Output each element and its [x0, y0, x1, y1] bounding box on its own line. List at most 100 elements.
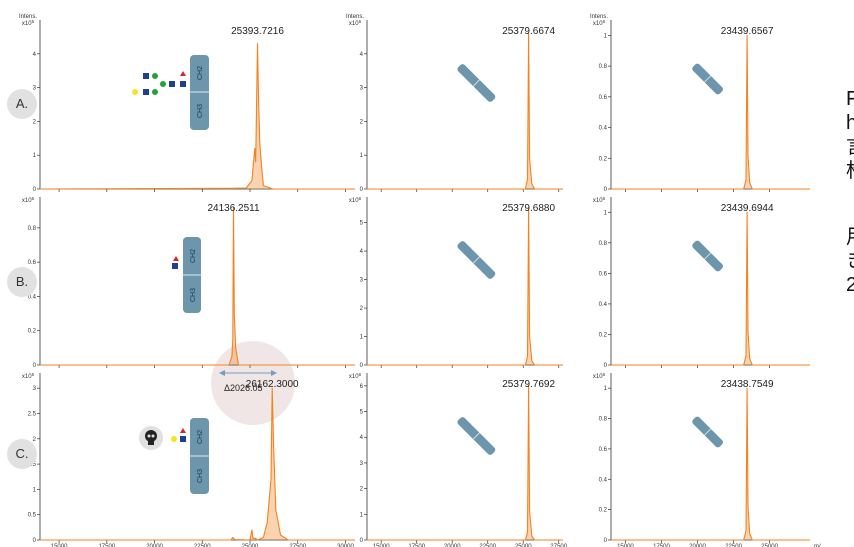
antibody-domain-icon-a: CH2 CH3	[190, 55, 209, 130]
chart-b1-peak-label: 24136.2511	[207, 203, 260, 214]
chart-a3-y-exponent: x106	[593, 19, 606, 27]
chart-c2-x-tick-label-0: 15000	[373, 544, 390, 547]
chart-c3-y-tick-label-2: 0.4	[599, 477, 608, 483]
chart-c1-y-tick-label-0: 0	[33, 538, 37, 544]
chart-c1-y-tick-label-2: 1	[33, 487, 37, 493]
row-label-c-bg	[7, 439, 37, 469]
chart-c2-x-tick-label-1: 17500	[408, 544, 425, 547]
antibody-domain-icon-b: CH2 CH3	[183, 237, 201, 313]
chart-b3-series-0	[611, 211, 810, 366]
chart-c3-x-tick-label-0: 15000	[617, 544, 634, 547]
chart-c1-x-tick-label-0: 15000	[51, 544, 68, 547]
chart-c1-y-tick-label-3: 1.5	[28, 462, 37, 468]
chart-a3-y-tick-label-4: 0.8	[599, 64, 608, 70]
chart-c2-y-exponent: x106	[349, 372, 362, 380]
chart-c2-y-tick-label-3: 3	[360, 461, 364, 467]
chart-a3-series-fill-0	[611, 35, 810, 190]
chart-a3-y-tick-label-0: 0	[604, 187, 608, 193]
chart-c3-x-tick-label-3: 22500	[725, 544, 742, 547]
chart-c1-x-tick-label-4: 25000	[242, 544, 259, 547]
glycan-structure-icon-b	[172, 256, 179, 269]
chart-c1-x-tick-label-1: 17500	[98, 544, 115, 547]
chart-c1-x-tick-label-3: 22500	[194, 544, 211, 547]
chart-c2-antibody-domain-icon	[457, 417, 496, 455]
chart-c3-x-unit: m/	[814, 544, 821, 547]
chart-a3-y-tick-label-3: 0.6	[599, 95, 608, 101]
row-label-b: B.	[16, 274, 28, 289]
domain-label-ch3-a: CH3	[197, 104, 204, 118]
chart-a2-antibody-domain-icon	[457, 64, 496, 102]
chart-a1-y-label: Intens.	[19, 14, 37, 20]
chart-c3-x-tick-label-2: 20000	[689, 544, 706, 547]
chart-a3-y-tick-label-2: 0.4	[599, 126, 608, 132]
chart-a3-y-label: Intens.	[590, 14, 608, 20]
chart-c3-x-tick-label-4: 25000	[761, 544, 778, 547]
chart-b3-y-tick-label-4: 0.8	[599, 241, 608, 247]
chart-b1-y-tick-label-2: 0.4	[28, 294, 37, 300]
chart-c2-y-tick-label-2: 2	[360, 487, 364, 493]
chart-b2-y-tick-label-2: 2	[360, 306, 364, 312]
chart-c1-series-0	[40, 387, 355, 541]
chart-c2-x-tick-label-5: 27500	[550, 544, 567, 547]
chart-b3-peak-label: 23439.6944	[721, 203, 774, 214]
chart-c3-y-tick-label-1: 0.2	[599, 508, 608, 514]
antibody-domain-icon-c: CH2 CH3	[190, 418, 209, 494]
chart-c3-antibody-domain-icon	[692, 416, 723, 448]
chart-b2-antibody-domain-icon	[457, 241, 496, 279]
chart-c2-x-tick-label-2: 20000	[444, 544, 461, 547]
chart-b2-y-tick-label-4: 4	[360, 249, 364, 255]
chart-c3-x-tick-label-1: 17500	[653, 544, 670, 547]
side-text-4: 用	[846, 226, 854, 248]
chart-c1-x-tick-label-6: 30000	[337, 544, 354, 547]
chart-b1-y-tick-label-4: 0.8	[28, 226, 37, 232]
domain-label-ch3-b: CH3	[190, 288, 197, 302]
chart-c1-y-exponent: x105	[22, 372, 35, 380]
chart-c3-series-fill-0	[611, 388, 810, 540]
domain-label-ch2-b: CH2	[190, 249, 197, 263]
chart-c3-series-0	[611, 387, 810, 541]
chart-c3-y-tick-label-0: 0	[604, 538, 608, 544]
chart-a1-y-tick-label-3: 3	[33, 86, 37, 92]
row-label-c: C.	[16, 446, 29, 461]
domain-label-ch2-c: CH2	[197, 430, 204, 444]
chart-c1-peak-label: 26162.3000	[246, 379, 299, 390]
chart-a2-peak-label: 25379.6674	[502, 26, 555, 37]
side-text: F h 言 柞 用 き 2	[846, 88, 854, 296]
chart-b2-peak-label: 25379.6880	[502, 203, 555, 214]
chart-b2-y-tick-label-5: 5	[360, 221, 364, 227]
chart-b3-y-tick-label-3: 0.6	[599, 271, 608, 277]
chart-b2-y-tick-label-0: 0	[360, 363, 364, 369]
chart-c2-series-0	[367, 385, 563, 541]
chart-a2-series-0	[367, 32, 563, 190]
chart-c3-y-tick-label-3: 0.6	[599, 447, 608, 453]
skull-icon	[139, 426, 163, 450]
chart-c1-x-tick-label-2: 20000	[146, 544, 163, 547]
chart-c2-x-tick-label-4: 25000	[515, 544, 532, 547]
chart-a2-y-exponent: x106	[349, 19, 362, 27]
chart-b3-series-fill-0	[611, 212, 810, 365]
chart-c2-x-tick-label-3: 22500	[479, 544, 496, 547]
row-label-a-bg	[7, 89, 37, 119]
chart-b2-y-exponent: x106	[349, 196, 362, 204]
chart-b1-y-exponent: x106	[22, 196, 35, 204]
chart-b1-y-tick-label-3: 0.6	[28, 260, 37, 266]
delta-highlight	[211, 341, 295, 425]
domain-label-ch2-a: CH2	[197, 66, 204, 80]
delta-label: Δ2026.05	[224, 383, 263, 393]
chart-a1-y-exponent: x105	[22, 19, 35, 27]
chart-c2-y-tick-label-4: 4	[360, 435, 364, 441]
chart-c1-y-tick-label-4: 2	[33, 437, 37, 443]
chart-a1-y-tick-label-4: 4	[33, 52, 37, 58]
chart-a3-y-tick-label-1: 0.2	[599, 156, 608, 162]
chart-a2-series-fill-0	[367, 33, 563, 189]
chart-c1-x-tick-label-5: 27500	[289, 544, 306, 547]
chart-b2-y-tick-label-1: 1	[360, 335, 364, 341]
chart-a2-y-tick-label-2: 2	[360, 119, 364, 125]
glycan-structure-icon-c	[171, 428, 186, 442]
chart-a3-series-0	[611, 34, 810, 190]
chart-c3-y-exponent: x106	[593, 372, 606, 380]
side-text-3: 柞	[846, 159, 854, 182]
chart-c3-peak-label: 23438.7549	[721, 379, 774, 390]
domain-label-ch3-c: CH3	[197, 469, 204, 483]
